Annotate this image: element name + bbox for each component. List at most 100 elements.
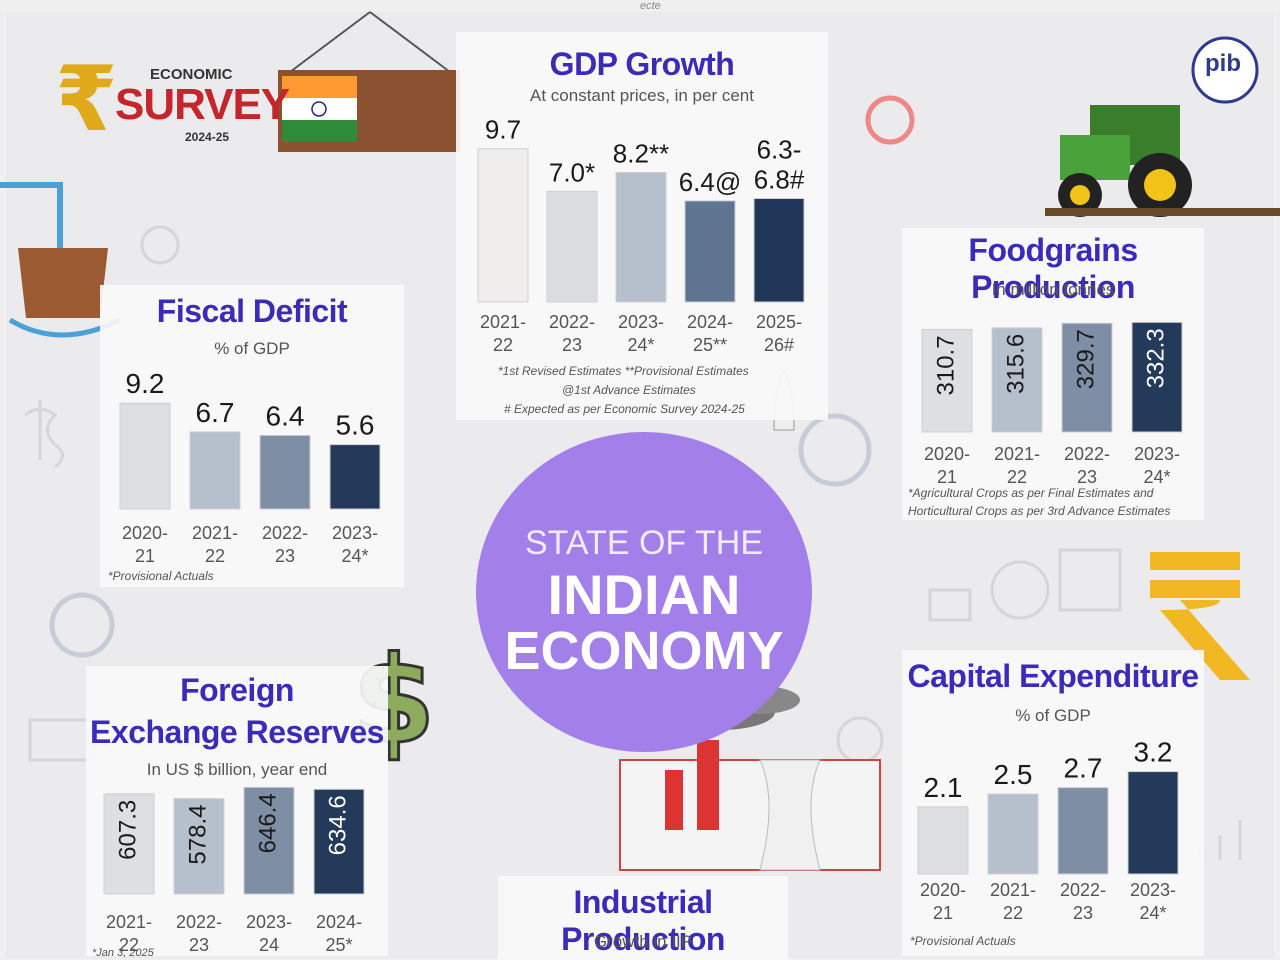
forex-value-label-1: 578.4 [184, 805, 211, 865]
fiscal-panel: Fiscal Deficit % of GDP 9.2 2020- 21 6.7 202… [100, 285, 404, 587]
gdp-bar-3 [684, 200, 736, 303]
gdp-category-label-2: 24* [627, 335, 654, 355]
forex-category-label-0: 2021- [106, 912, 152, 932]
gdp-category-label-2: 2023- [618, 312, 664, 332]
pib-logo [1191, 36, 1259, 104]
gdp-bar-0 [477, 148, 529, 303]
gdp-category-label-4: 26# [764, 335, 794, 355]
food-title: Foodgrains Production [968, 232, 1138, 305]
forex-value-label-2: 646.4 [254, 793, 281, 853]
capex-category-label-1: 2021- [990, 880, 1036, 900]
forex-category-label-0: 22 [119, 935, 139, 955]
gdp-bar-2 [615, 171, 667, 303]
fiscal-bar-0 [119, 402, 171, 510]
gdp-bar-1 [546, 190, 598, 303]
gdp-value-label-2: 8.2** [613, 138, 669, 168]
gdp-category-label-1: 23 [562, 335, 582, 355]
gdp-category-label-1: 2022- [549, 312, 595, 332]
logo-line3: 2024-25 [185, 130, 230, 144]
capex-bar-3 [1127, 771, 1179, 875]
forex-title-line2: Exchange Reserves [90, 714, 384, 750]
forex-category-label-1: 2022- [176, 912, 222, 932]
gdp-value-label-4: 6.3- [757, 135, 802, 165]
capex-note-1: *Provisional Actuals [910, 934, 1016, 948]
gdp-note-1: *1st Revised Estimates **Provisional Est… [498, 364, 749, 378]
capex-subtitle: % of GDP [1015, 706, 1091, 725]
capex-category-label-1: 22 [1003, 903, 1023, 923]
fiscal-category-label-1: 2021- [192, 523, 238, 543]
fiscal-value-label-0: 9.2 [126, 368, 165, 399]
gdp-value-label-4: 6.8# [754, 165, 805, 195]
forex-chart: 607.3 2021- 22 578.4 2022- 23 646.4 2023- 24 634.… [103, 786, 365, 955]
fiscal-bar-1 [189, 431, 241, 510]
logo-line2: SURVEY [115, 80, 290, 129]
fiscal-category-label-1: 22 [205, 546, 225, 566]
food-bar-2 [1061, 322, 1113, 433]
gdp-note-2: @1st Advance Estimates [562, 383, 696, 397]
gdp-category-label-4: 2025- [756, 312, 802, 332]
forex-title-line1: Foreign [180, 672, 294, 708]
food-bar-1 [991, 327, 1043, 433]
fiscal-category-label-2: 2022- [262, 523, 308, 543]
capex-panel: Capital Expenditure % of GDP 2.1 2020- 21 2… [902, 650, 1204, 956]
forex-bar-1 [173, 798, 225, 895]
capex-chart: 2.1 2020- 21 2.5 2021- 22 2.7 2022- 23 3.2 2023- 24… [917, 737, 1179, 923]
forex-category-label-2: 24 [259, 935, 279, 955]
food-category-label-0: 21 [937, 467, 957, 487]
capex-category-label-2: 23 [1073, 903, 1093, 923]
capex-category-label-3: 24* [1139, 903, 1166, 923]
food-value-label-0: 310.7 [932, 335, 959, 395]
gdp-value-label-3: 6.4@ [679, 167, 742, 197]
food-category-label-2: 23 [1077, 467, 1097, 487]
capex-value-label-3: 3.2 [1134, 737, 1173, 768]
forex-category-label-1: 23 [189, 935, 209, 955]
forex-bar-2 [243, 786, 295, 895]
food-category-label-1: 22 [1007, 467, 1027, 487]
gdp-title: GDP Growth [549, 46, 735, 82]
food-value-label-1: 315.6 [1002, 334, 1029, 394]
center-line1: STATE OF THE [524, 524, 764, 562]
capex-category-label-3: 2023- [1130, 880, 1176, 900]
food-panel: Foodgrains Production In million tonnes … [902, 228, 1204, 520]
forex-subtitle: In US $ billion, year end [146, 760, 328, 779]
gdp-category-label-0: 2021- [480, 312, 526, 332]
fiscal-category-label-0: 21 [135, 546, 155, 566]
gdp-note-3: # Expected as per Economic Survey 2024-2… [504, 402, 745, 416]
food-value-label-2: 329.7 [1072, 329, 1099, 389]
logo-line1: ECONOMIC [150, 66, 233, 83]
fiscal-category-label-0: 2020- [122, 523, 168, 543]
gdp-category-label-3: 2024- [687, 312, 733, 332]
rupee-logo-icon: ₹ [55, 47, 118, 152]
capex-value-label-2: 2.7 [1064, 753, 1103, 784]
capex-category-label-2: 2022- [1060, 880, 1106, 900]
capex-category-label-0: 2020- [920, 880, 966, 900]
capex-bar-2 [1057, 787, 1109, 875]
food-category-label-0: 2020- [924, 444, 970, 464]
fiscal-value-label-3: 5.6 [336, 410, 375, 441]
forex-panel: Foreign Exchange Reserves In US $ billio… [86, 666, 388, 959]
gdp-value-label-0: 9.7 [485, 115, 521, 145]
fiscal-category-label-3: 2023- [332, 523, 378, 543]
gdp-category-label-0: 22 [493, 335, 513, 355]
gdp-bar-4 [753, 198, 805, 303]
food-category-label-3: 2023- [1134, 444, 1180, 464]
gdp-category-label-3: 25** [693, 335, 727, 355]
gdp-panel: GDP Growth At constant prices, in per ce… [456, 32, 828, 420]
food-note-1: *Agricultural Crops as per Final Estimat… [908, 486, 1154, 500]
gdp-chart: 9.7 2021- 22 7.0* 2022- 23 8.2** 2023- 24* 6.4@ 20… [477, 115, 805, 355]
food-category-label-2: 2022- [1064, 444, 1110, 464]
food-chart: 310.7 2020- 21 315.6 2021- 22 329.7 2022- 23 332.… [921, 321, 1183, 487]
shipping-container [278, 11, 460, 152]
fiscal-category-label-2: 23 [275, 546, 295, 566]
fiscal-value-label-1: 6.7 [196, 397, 235, 428]
tractor-illustration [1045, 105, 1280, 217]
iip-title: Industrial Production [561, 884, 725, 957]
iip-panel: Industrial Production Growth in IIP [498, 876, 788, 960]
fiscal-bar-3 [329, 444, 381, 510]
gdp-value-label-1: 7.0* [549, 157, 595, 187]
capex-title: Capital Expenditure [907, 658, 1200, 694]
food-bar-0 [921, 328, 973, 433]
food-note-2: Horticultural Crops as per 3rd Advance E… [908, 504, 1171, 518]
center-line3: ECONOMY [504, 621, 784, 681]
center-line2: INDIAN [547, 563, 741, 626]
